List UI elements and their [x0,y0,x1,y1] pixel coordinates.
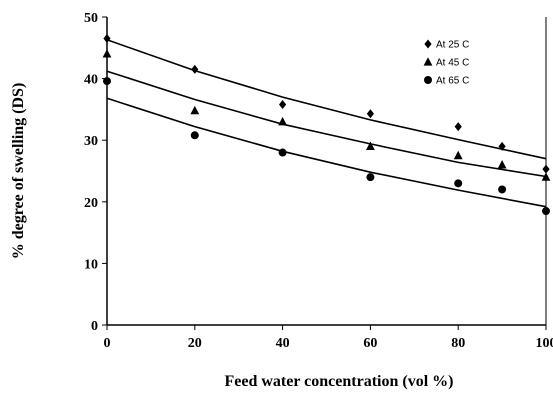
data-point [278,148,287,157]
trendline [106,70,547,178]
x-tick-label: 40 [276,336,290,351]
data-point [366,173,375,182]
legend-marker [424,76,432,84]
legend-marker [424,39,432,49]
legend-marker [423,57,433,66]
data-point [103,77,111,86]
x-tick-label: 20 [188,336,202,351]
data-point [366,141,375,150]
data-point [366,109,374,119]
data-point [191,64,199,74]
data-point [279,99,287,109]
y-tick-label: 40 [84,73,98,88]
x-axis-title: Feed water concentration (vol %) [225,373,454,390]
data-point [190,105,200,115]
data-point [498,185,507,194]
y-tick-label: 50 [84,11,98,26]
y-tick-label: 20 [84,196,98,211]
trendlines [106,39,547,208]
data-point [498,141,506,151]
y-tick-label: 10 [84,257,98,272]
legend-label: At 45 C [436,58,469,69]
x-tick-label: 0 [104,336,111,351]
data-point [102,49,112,58]
data-point [454,122,462,132]
data-point [497,160,507,169]
data-points [102,34,551,216]
trendline [106,97,547,208]
data-point [190,131,199,140]
data-point [453,150,463,160]
data-point [454,179,463,188]
trendline [106,39,547,160]
y-axis-title: % degree of swelling (DS) [10,83,27,260]
data-point [278,116,287,126]
ticks: 0 10 20 30 40 50 0 20 40 60 80 100 [84,11,553,351]
y-tick-label: 0 [91,319,98,334]
legend-label: At 25 C [436,40,469,51]
legend: At 25 C At 45 C At 65 C [423,39,469,87]
x-tick-label: 80 [451,336,465,351]
data-point [542,207,550,216]
x-tick-label: 60 [363,336,377,351]
data-point [541,172,551,181]
data-point [542,164,550,174]
x-tick-label: 100 [536,336,553,351]
y-tick-label: 30 [84,134,98,149]
legend-label: At 65 C [436,76,469,87]
data-point [103,34,111,44]
